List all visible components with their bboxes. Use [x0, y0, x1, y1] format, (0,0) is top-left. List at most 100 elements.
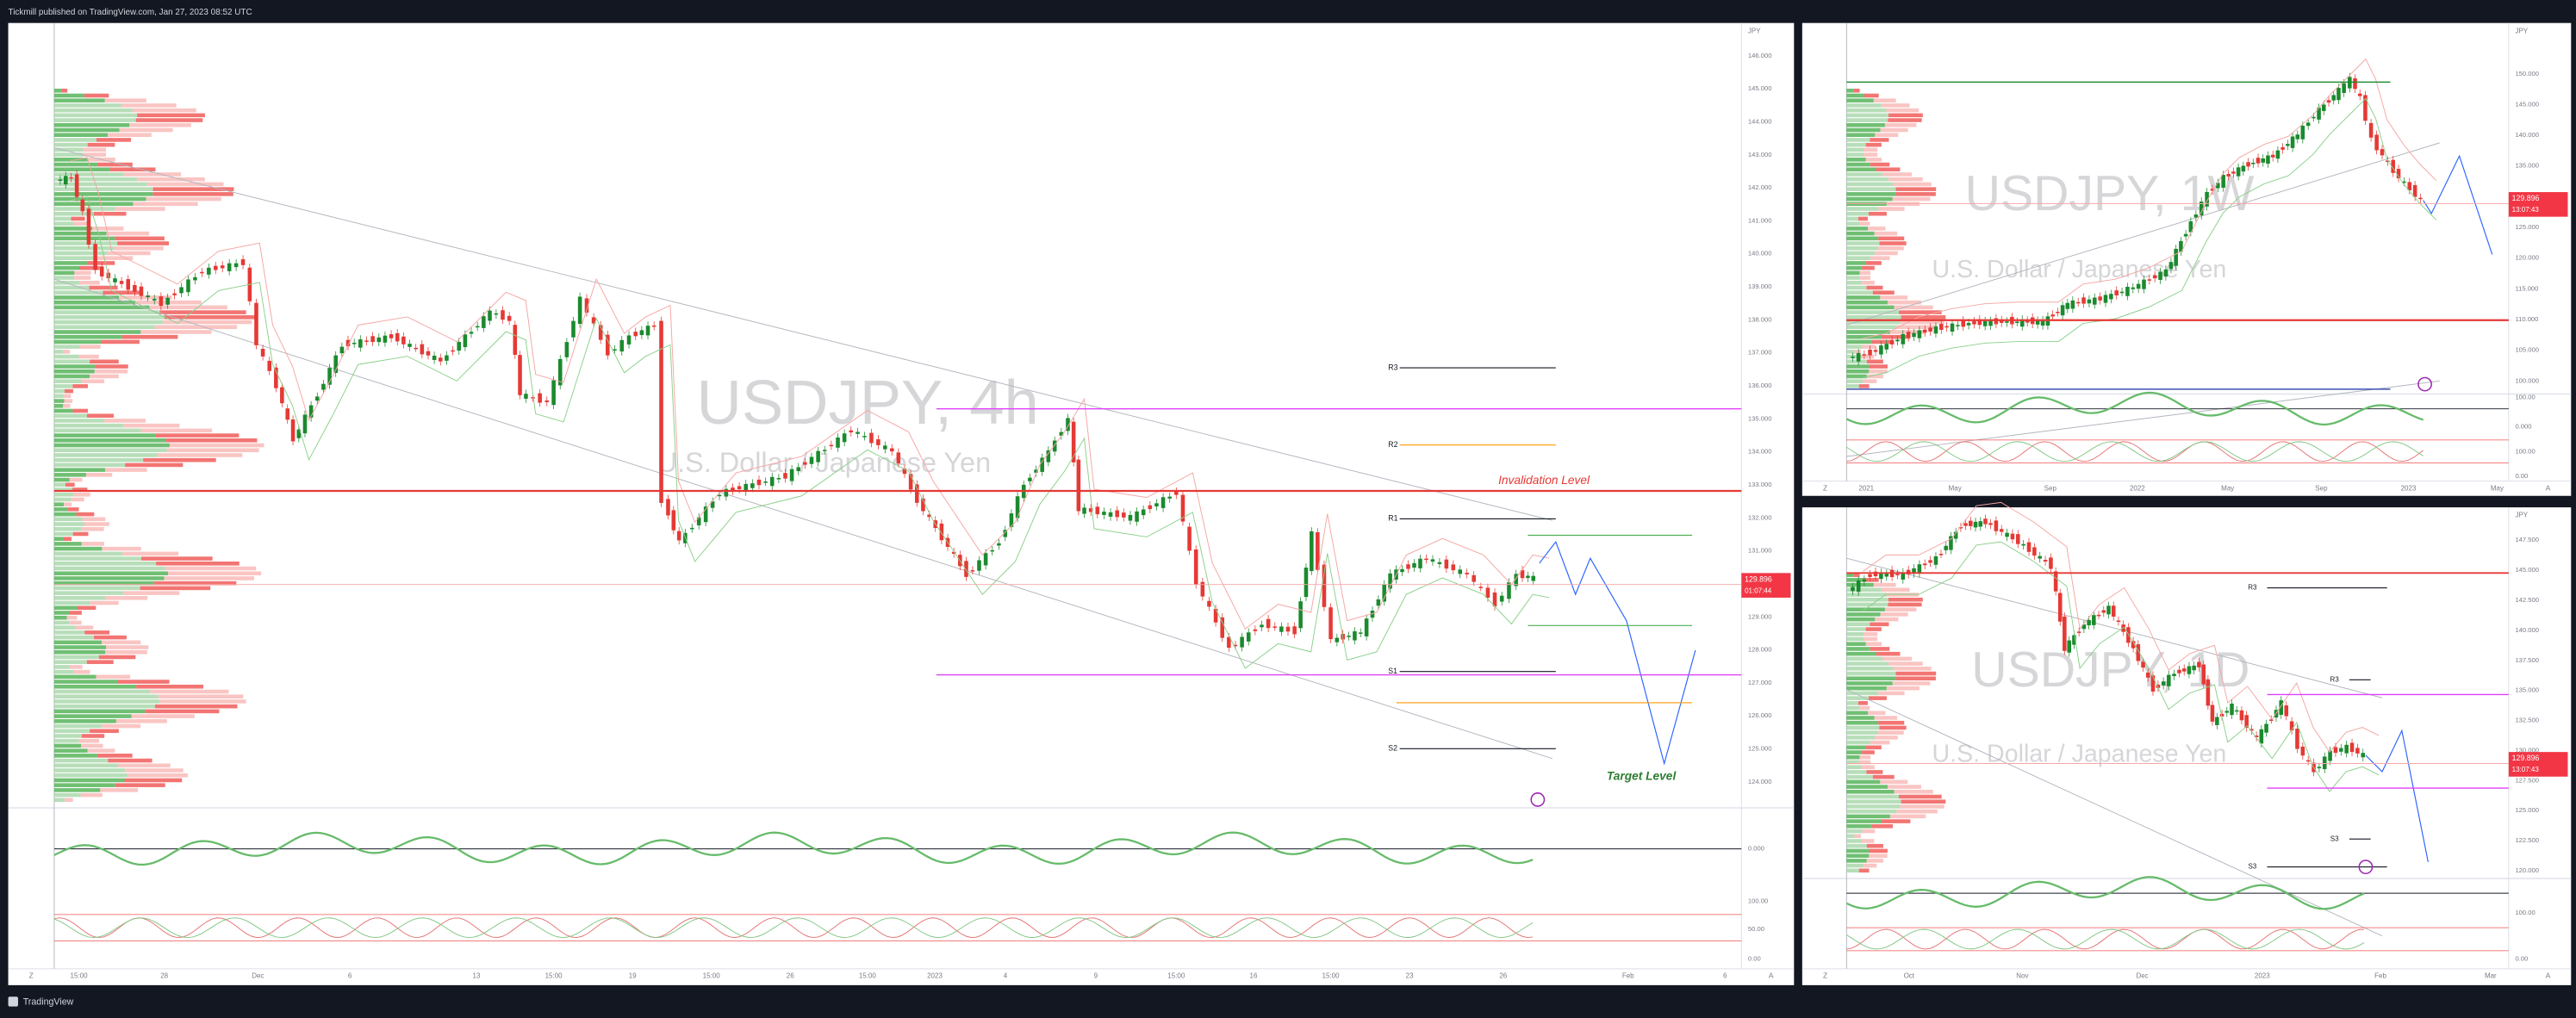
volume-profile-bar	[53, 227, 93, 231]
candle-body	[358, 338, 363, 348]
volume-profile-bar	[1858, 868, 1870, 873]
candle-body	[2005, 532, 2009, 537]
volume-profile-bar	[1846, 374, 1867, 379]
price-axis-label: 132.000	[1748, 513, 1772, 521]
volume-profile-bar	[65, 482, 75, 487]
candle-body	[2199, 202, 2204, 216]
volume-profile-bar	[63, 394, 72, 399]
candle-body	[1135, 511, 1139, 522]
volume-profile-bar	[1846, 147, 1864, 152]
volume-profile-bar	[109, 167, 156, 172]
volume-profile-bar	[53, 325, 155, 330]
volume-profile-bar	[137, 113, 205, 118]
volume-profile-bar	[94, 635, 127, 640]
volume-profile-bar	[1857, 216, 1868, 221]
candle-body	[2111, 605, 2116, 617]
zoom-button[interactable]: Z	[29, 971, 34, 980]
volume-profile-bar	[87, 261, 115, 265]
candle-body	[1292, 626, 1297, 635]
candle-body	[165, 297, 170, 305]
volume-profile-bar	[53, 531, 73, 537]
volume-profile-bar	[1846, 839, 1862, 843]
volume-profile-bar	[1846, 736, 1876, 740]
volume-profile-bar	[1846, 122, 1885, 127]
volume-profile-bar	[53, 245, 115, 251]
volume-profile-bar	[1882, 334, 1911, 339]
volume-profile-bar	[84, 93, 109, 98]
candle-body	[1304, 568, 1309, 598]
auto-scale-button[interactable]: A	[2546, 971, 2551, 980]
candle-body	[889, 448, 894, 452]
candle-body	[1207, 600, 1211, 607]
volume-profile-bar	[1846, 364, 1870, 369]
volume-profile-bar	[1846, 740, 1870, 745]
event-icon[interactable]	[2358, 860, 2374, 874]
candle-body	[2161, 681, 2166, 686]
volume-profile-bar	[53, 423, 123, 428]
volume-profile-bar	[1846, 221, 1860, 226]
symbol-watermark: USDJPY, 4h	[697, 368, 1039, 438]
candle-body	[598, 325, 603, 340]
candle-body	[2179, 240, 2183, 252]
candle-body	[2326, 100, 2331, 103]
volume-profile-bar	[53, 625, 76, 630]
candle-body	[2261, 158, 2266, 163]
candle-body	[2418, 197, 2423, 200]
candle-body	[2402, 181, 2406, 183]
volume-profile-bar	[53, 315, 165, 320]
volume-profile-bar	[122, 423, 180, 428]
volume-profile-bar	[53, 704, 155, 709]
event-icon[interactable]	[2417, 376, 2432, 392]
candle-body	[1102, 512, 1106, 515]
indicator-axis-label: 0.00	[1748, 954, 1761, 962]
time-axis-label: Dec	[2136, 971, 2148, 979]
auto-scale-button[interactable]: A	[1769, 971, 1774, 980]
indicator-axis-label: 100.00	[2515, 909, 2535, 916]
volume-profile-bar	[1846, 799, 1901, 804]
candle-body	[1128, 514, 1133, 521]
event-icon[interactable]	[1530, 792, 1546, 807]
candle-body	[1526, 575, 1530, 579]
volume-profile-bar	[81, 734, 105, 738]
auto-scale-button[interactable]: A	[2546, 483, 2551, 492]
candle-body	[2072, 635, 2076, 645]
chart-panel	[8, 22, 1795, 985]
volume-profile-bar	[64, 399, 73, 403]
volume-profile-bar	[53, 207, 115, 211]
price-axis-label: 145.000	[2515, 100, 2539, 108]
candle-body	[2295, 729, 2299, 749]
candle-body	[2412, 184, 2417, 197]
volume-profile-bar	[1862, 829, 1876, 834]
volume-profile-bar	[75, 625, 94, 630]
volume-profile-bar	[1846, 88, 1854, 93]
candle-body	[1944, 545, 1948, 550]
volume-profile-bar	[1878, 236, 1905, 241]
time-axis-label: 26	[787, 971, 794, 979]
candle-body	[2167, 674, 2171, 686]
volume-profile-bar	[53, 187, 153, 191]
candle-body	[1963, 523, 1968, 526]
candle-body	[80, 199, 85, 212]
volume-profile-bar	[1878, 720, 1905, 725]
time-axis-label: Oct	[1904, 971, 1915, 979]
price-axis-label: 125.000	[2515, 806, 2539, 814]
candle-body	[2188, 220, 2193, 233]
zoom-button[interactable]: Z	[1823, 483, 1827, 492]
volume-profile-bar	[154, 704, 238, 709]
candle-body	[1912, 568, 1916, 574]
candle-body	[1059, 431, 1064, 436]
price-axis-label: 125.000	[2515, 223, 2539, 231]
candle-body	[1279, 626, 1284, 632]
volume-profile-bar	[1846, 227, 1869, 231]
trend-channel	[53, 147, 1553, 521]
volume-profile-bar	[1875, 617, 1899, 622]
candle-body	[1444, 559, 1449, 569]
volume-profile-bar	[67, 507, 79, 512]
candle-body	[606, 334, 610, 356]
volume-profile-bar	[1846, 251, 1876, 256]
candle-body	[2168, 262, 2174, 270]
volume-profile-bar	[1864, 631, 1878, 636]
zoom-button[interactable]: Z	[1823, 971, 1827, 980]
candle-body	[1917, 330, 1922, 338]
time-axis-label: May	[1949, 484, 1962, 492]
